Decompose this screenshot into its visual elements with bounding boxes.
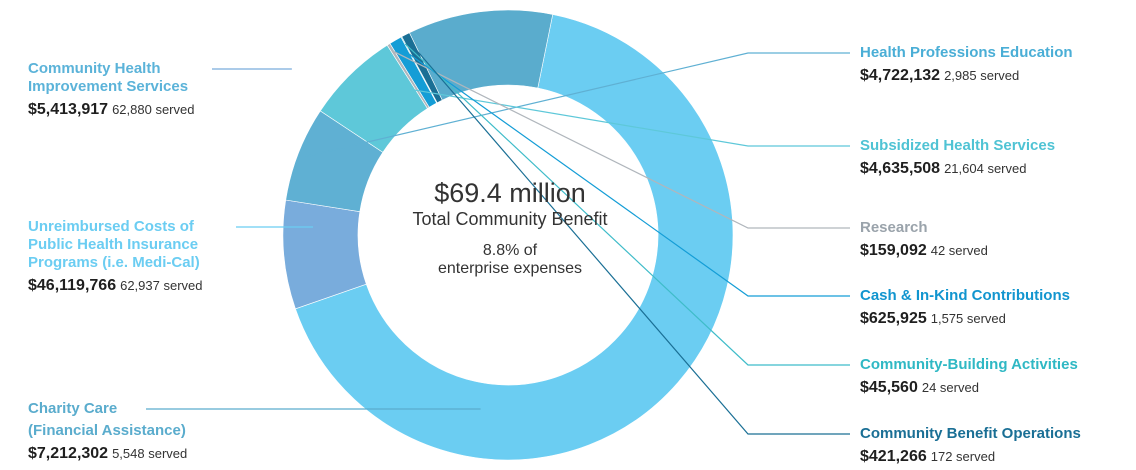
label-amount: $45,560 bbox=[860, 379, 918, 396]
label-title-line: Cash & In-Kind Contributions bbox=[860, 287, 1070, 304]
label-served: 62,937 served bbox=[120, 278, 203, 293]
label-amount: $7,212,302 bbox=[28, 445, 109, 462]
label-title-line: Programs (i.e. Medi-Cal) bbox=[28, 254, 200, 271]
label-served: 172 served bbox=[930, 449, 996, 464]
leader-line bbox=[392, 50, 850, 229]
label-served: 21,604 served bbox=[944, 161, 1027, 176]
label-served: 2,985 served bbox=[944, 68, 1020, 83]
label-community-building: Community-Building Activities $45,560 24 … bbox=[860, 356, 1078, 397]
label-title-line: Public Health Insurance bbox=[28, 236, 199, 253]
label-amount: $5,413,917 bbox=[28, 101, 109, 118]
label-served: 62,880 served bbox=[112, 102, 195, 117]
label-title-line: Health Professions Education bbox=[860, 44, 1073, 61]
label-title-line: (Financial Assistance) bbox=[28, 422, 186, 439]
label-amount: $4,722,132 bbox=[860, 67, 941, 84]
label-amount: $159,092 bbox=[860, 242, 927, 259]
leader-line bbox=[404, 43, 850, 366]
label-research: Research $159,092 42 served bbox=[860, 219, 988, 260]
pct-line-2: enterprise expenses bbox=[437, 260, 583, 277]
label-served: 42 served bbox=[930, 243, 988, 258]
leader-line bbox=[355, 79, 850, 147]
label-title-line: Community Benefit Operations bbox=[860, 425, 1081, 442]
label-title-line: Community Health bbox=[28, 60, 161, 77]
donut-slices bbox=[282, 9, 734, 461]
label-community-health: Community Health Improvement Services $5… bbox=[28, 60, 194, 119]
label-subsidized: Subsidized Health Services $4,635,508 21,… bbox=[860, 137, 1055, 178]
label-title-line: Charity Care bbox=[28, 400, 118, 417]
label-served: 1,575 served bbox=[930, 311, 1006, 326]
total-amount: $69.4 million bbox=[434, 178, 586, 208]
label-title-line: Improvement Services bbox=[28, 78, 189, 95]
label-title-line: Unreimbursed Costs of bbox=[28, 218, 194, 235]
label-amount: $46,119,766 bbox=[28, 277, 117, 294]
label-health-professions: Health Professions Education $4,722,132 2… bbox=[860, 44, 1073, 85]
label-title-line: Subsidized Health Services bbox=[860, 137, 1056, 154]
leader-line bbox=[305, 52, 850, 158]
total-label: Total Community Benefit bbox=[412, 209, 608, 229]
label-served: 5,548 served bbox=[112, 446, 188, 461]
label-benefit-operations: Community Benefit Operations $421,266 172… bbox=[860, 425, 1081, 466]
donut-slice bbox=[295, 14, 734, 461]
label-unreimbursed: Unreimbursed Costs of Public Health Insu… bbox=[28, 218, 203, 295]
label-amount: $4,635,508 bbox=[860, 160, 941, 177]
leader-line bbox=[408, 41, 850, 435]
leader-line bbox=[399, 46, 850, 297]
pct-line-1: 8.8% of bbox=[482, 242, 538, 259]
label-title-line: Research bbox=[860, 219, 928, 236]
label-amount: $421,266 bbox=[860, 448, 927, 465]
label-charity-care: Charity Care (Financial Assistance) $7,2… bbox=[28, 400, 187, 463]
label-served: 24 served bbox=[921, 380, 979, 395]
label-cash-inkind: Cash & In-Kind Contributions $625,925 1,5… bbox=[860, 287, 1070, 328]
label-amount: $625,925 bbox=[860, 310, 927, 327]
chart-center: $69.4 million Total Community Benefit 8.… bbox=[360, 178, 660, 278]
leader-lines bbox=[146, 41, 850, 435]
label-title-line: Community-Building Activities bbox=[860, 356, 1078, 373]
